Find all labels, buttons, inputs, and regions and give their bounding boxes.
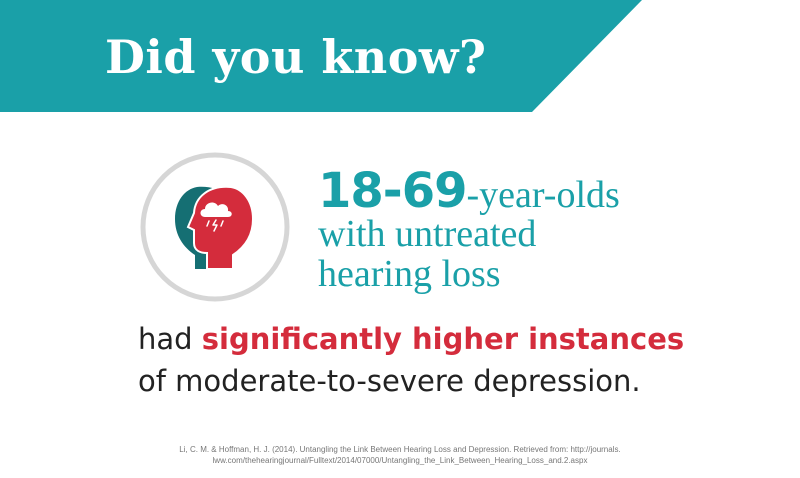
headline-line-1: 18-69-year-olds	[318, 167, 620, 216]
body-line-1: had significantly higher instances	[138, 318, 684, 360]
age-suffix: -year-olds	[466, 174, 620, 216]
header-banner: Did you know?	[0, 0, 800, 112]
headline-line-2: with untreated	[318, 213, 537, 255]
body-line-2: of moderate-to-severe depression.	[138, 364, 641, 398]
two-heads-storm-cloud-icon	[139, 151, 291, 303]
banner-shape	[0, 0, 642, 112]
body-emphasis: significantly higher instances	[201, 322, 685, 356]
body-statement: had significantly higher instances of mo…	[138, 318, 684, 402]
age-range: 18-69	[318, 163, 468, 219]
banner-title: Did you know?	[105, 30, 487, 84]
citation-line-1: Li, C. M. & Hoffman, H. J. (2014). Untan…	[179, 445, 621, 454]
citation: Li, C. M. & Hoffman, H. J. (2014). Untan…	[0, 444, 800, 466]
headline: 18-69-year-olds with untreated hearing l…	[318, 167, 620, 295]
storm-cloud-icon	[200, 202, 232, 232]
headline-line-3: hearing loss	[318, 253, 501, 295]
body-prefix: had	[138, 322, 202, 356]
citation-line-2: lww.com/thehearingjournal/Fulltext/2014/…	[212, 456, 588, 465]
